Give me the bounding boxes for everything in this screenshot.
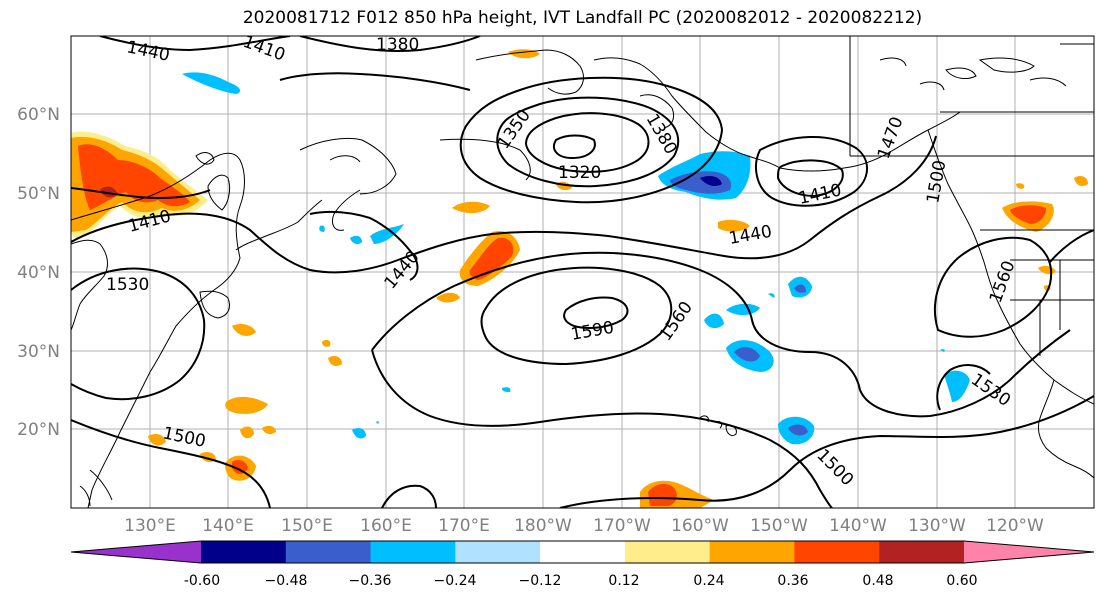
colorbar-tick-label: 0.12 — [608, 573, 639, 589]
colorbar-swatch — [370, 541, 456, 563]
contour-label: 1470 — [45, 56, 69, 101]
colorbar-swatch — [285, 541, 372, 563]
longitude-label: 150°E — [281, 516, 333, 536]
longitude-label: 140°W — [829, 516, 887, 536]
contour-label: 1530 — [106, 275, 149, 295]
latitude-label: 40°N — [17, 263, 60, 283]
ivt-positive-shading — [71, 49, 1088, 508]
colorbar-tick-label: 0.48 — [862, 573, 893, 589]
colorbar-swatch — [540, 541, 626, 563]
colorbar-swatch — [879, 541, 965, 563]
colorbar-tick-labels: -0.60 −0.48 −0.36 −0.24 −0.12 0.12 0.24 … — [184, 573, 978, 589]
longitude-label: 130°E — [124, 516, 176, 536]
colorbar-tick-label: −0.24 — [434, 573, 477, 589]
longitude-label: 160°W — [671, 516, 729, 536]
longitude-axis: 130°E 140°E 150°E 160°E 170°E 180°W 170°… — [124, 516, 1044, 536]
colorbar-tick-label: 0.24 — [693, 573, 724, 589]
longitude-label: 160°E — [360, 516, 412, 536]
longitude-label: 140°E — [202, 516, 254, 536]
latitude-axis: 60°N 50°N 40°N 30°N 20°N — [17, 105, 60, 440]
colorbar-tick-label: −0.48 — [265, 573, 308, 589]
height-contours — [71, 36, 1094, 508]
colorbar-swatches — [70, 540, 1095, 564]
colorbar-swatch — [71, 541, 201, 563]
map-title: 2020081712 F012 850 hPa height, IVT Land… — [242, 8, 923, 28]
longitude-label: 130°W — [908, 516, 966, 536]
longitude-label: 150°W — [750, 516, 808, 536]
longitude-label: 180°W — [514, 516, 572, 536]
colorbar-swatch — [201, 541, 287, 563]
longitude-label: 120°W — [986, 516, 1044, 536]
colorbar-outline — [70, 540, 1095, 564]
map-border — [70, 35, 1095, 509]
ivt-negative-shading — [182, 72, 970, 445]
longitude-label: 170°W — [593, 516, 651, 536]
longitude-label: 170°E — [438, 516, 490, 536]
colorbar-swatch — [709, 541, 795, 563]
colorbar-tick-label: 0.60 — [946, 573, 977, 589]
colorbar-tick-label: -0.60 — [184, 573, 220, 589]
colorbar: -0.60 −0.48 −0.36 −0.24 −0.12 0.12 0.24 … — [70, 540, 1095, 589]
colorbar-tick-label: −0.12 — [519, 573, 562, 589]
colorbar-swatch — [964, 541, 1094, 563]
latitude-label: 50°N — [17, 184, 60, 204]
colorbar-swatch — [794, 541, 880, 563]
colorbar-swatch — [455, 541, 541, 563]
colorbar-tick-label: −0.36 — [349, 573, 392, 589]
colorbar-tick-label: 0.36 — [777, 573, 808, 589]
latitude-label: 20°N — [17, 420, 60, 440]
latitude-label: 60°N — [17, 105, 60, 125]
colorbar-swatch — [624, 541, 711, 563]
latitude-label: 30°N — [17, 342, 60, 362]
contour-label: 1320 — [558, 163, 601, 183]
contour-label: 1380 — [376, 35, 419, 55]
